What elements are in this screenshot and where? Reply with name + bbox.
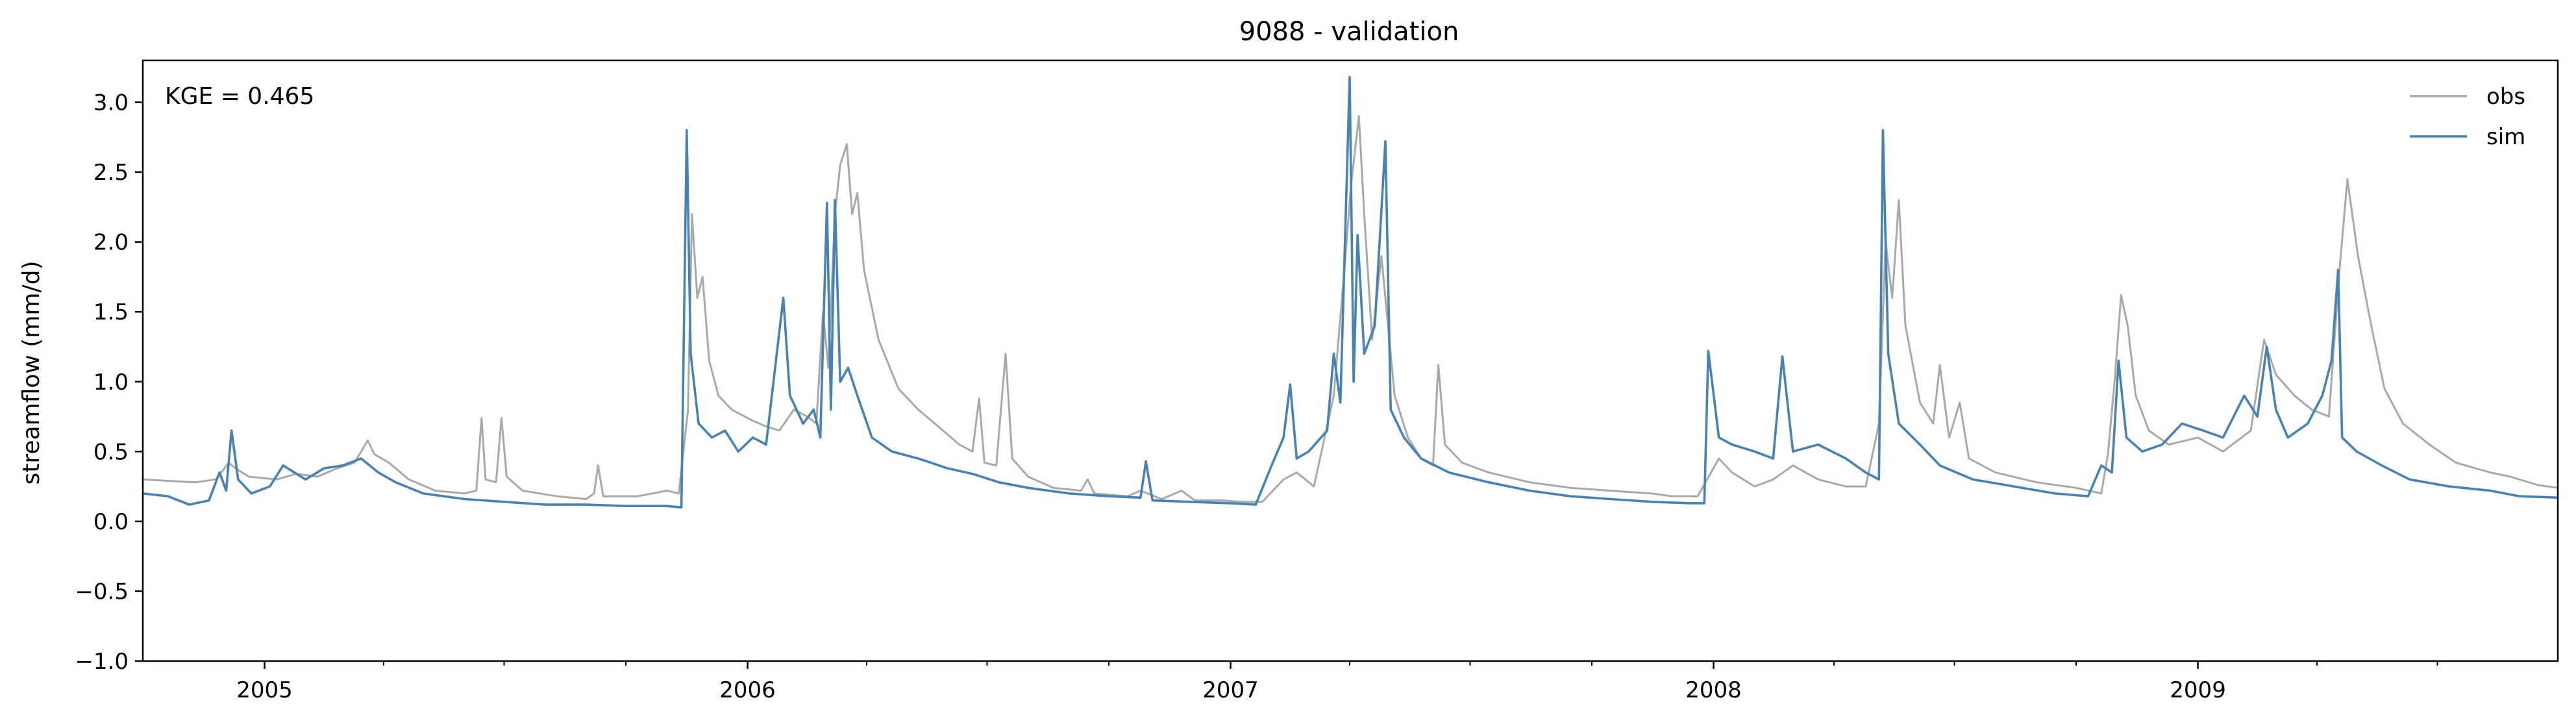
x-tick-label: 2006 bbox=[719, 677, 776, 703]
series-line-obs bbox=[142, 115, 2558, 503]
y-tick-label: 0.5 bbox=[93, 439, 129, 465]
y-axis-label: streamflow (mm/d) bbox=[18, 261, 45, 485]
chart-title: 9088 - validation bbox=[1239, 17, 1459, 47]
x-tick-label: 2008 bbox=[1685, 677, 1742, 703]
y-tick-label: 1.0 bbox=[93, 369, 129, 395]
y-tick-label: 0.0 bbox=[93, 509, 129, 535]
x-tick-label: 2007 bbox=[1202, 677, 1259, 703]
y-tick-label: −1.0 bbox=[75, 649, 129, 675]
series-layer bbox=[142, 76, 2558, 509]
y-tick-label: 2.5 bbox=[93, 160, 129, 186]
series-line-sim bbox=[142, 76, 2558, 509]
x-tick-label: 2009 bbox=[2170, 677, 2226, 703]
axes-layer: −1.0 −0.5 0.0 0.5 1.0 1.5 2.0 2.5 3.0 2005 2006 200… bbox=[75, 90, 2438, 703]
y-tick-label: 3.0 bbox=[93, 90, 129, 116]
kge-annotation: KGE = 0.465 bbox=[165, 83, 314, 110]
legend-obs-label: obs bbox=[2486, 84, 2525, 110]
legend: obs sim bbox=[2410, 84, 2525, 150]
plot-frame bbox=[142, 59, 2559, 662]
y-tick-label: 1.5 bbox=[93, 299, 129, 325]
y-tick-label: −0.5 bbox=[75, 579, 129, 605]
y-tick-label: 2.0 bbox=[93, 230, 129, 256]
legend-sim-label: sim bbox=[2486, 124, 2525, 150]
x-tick-label: 2005 bbox=[236, 677, 293, 703]
